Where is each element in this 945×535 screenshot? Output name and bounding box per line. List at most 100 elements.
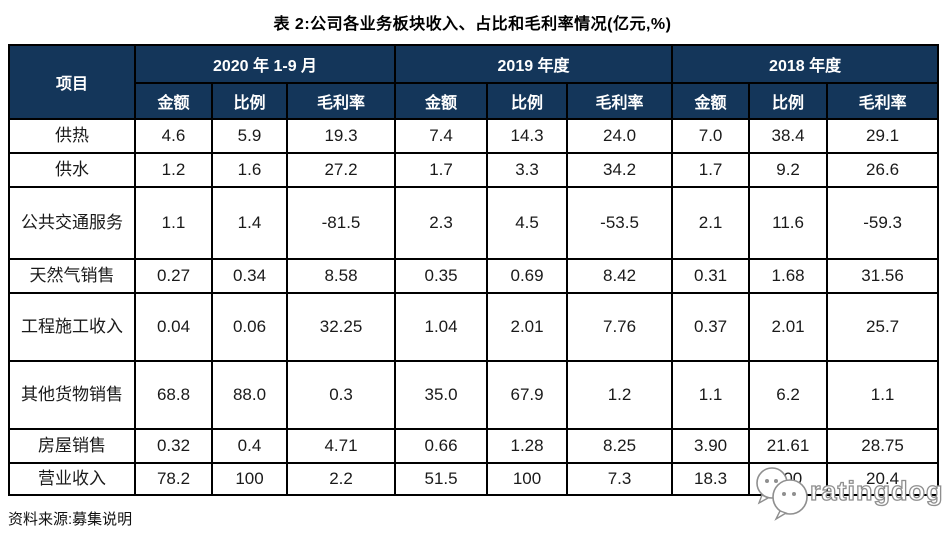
data-cell: 11.6 [748, 186, 829, 260]
data-cell: 8.42 [566, 258, 674, 294]
data-cell: 34.2 [566, 152, 674, 188]
subheader-share-2018: 比例 [748, 82, 829, 120]
data-cell: 0.04 [134, 292, 213, 362]
table-row-heating: 供热 4.6 5.9 19.3 7.4 14.3 24.0 7.0 38.4 2… [8, 118, 940, 154]
data-cell: 0.34 [211, 258, 288, 294]
data-cell: 24.0 [566, 118, 674, 154]
data-cell: 0.69 [486, 258, 569, 294]
data-cell: 2.2 [285, 461, 397, 497]
data-cell: 14.3 [486, 118, 569, 154]
table-title: 表 2:公司各业务板块收入、占比和毛利率情况(亿元,%) [273, 16, 672, 33]
data-cell: 0.27 [134, 258, 213, 294]
table-row-natural-gas: 天然气销售 0.27 0.34 8.58 0.35 0.69 8.42 0.31… [8, 258, 940, 294]
data-cell: 78.2 [134, 461, 213, 497]
data-cell: 1.7 [671, 152, 751, 188]
data-cell: 4.71 [285, 428, 397, 464]
row-item-label: 供热 [8, 118, 136, 154]
table-row-housing-sales: 房屋销售 0.32 0.4 4.71 0.66 1.28 8.25 3.90 2… [8, 428, 940, 464]
data-cell: 20.4 [826, 461, 940, 497]
data-cell: -53.5 [566, 186, 674, 260]
data-cell: 1.2 [566, 360, 674, 430]
row-item-label: 营业收入 [8, 461, 136, 497]
data-cell: 100 [748, 461, 829, 497]
data-cell: 26.6 [826, 152, 940, 188]
data-cell: 7.4 [394, 118, 489, 154]
data-cell: 1.1 [134, 186, 213, 260]
data-cell: 29.1 [826, 118, 940, 154]
data-cell: 31.56 [826, 258, 940, 294]
data-cell: -81.5 [285, 186, 397, 260]
data-cell: 2.01 [486, 292, 569, 362]
data-cell: 7.3 [566, 461, 674, 497]
header-group-2020: 2020 年 1-9 月 [133, 44, 397, 84]
subheader-amount-2020: 金额 [134, 82, 213, 120]
data-cell: 51.5 [394, 461, 489, 497]
data-cell: 68.8 [134, 360, 213, 430]
data-cell: 9.2 [748, 152, 829, 188]
data-cell: 3.3 [486, 152, 569, 188]
row-item-label: 供水 [8, 152, 136, 188]
data-cell: 32.25 [285, 292, 397, 362]
data-cell: 5.9 [211, 118, 288, 154]
data-cell: 88.0 [211, 360, 288, 430]
data-cell: 1.68 [748, 258, 829, 294]
subheader-margin-2019: 毛利率 [566, 82, 674, 120]
data-cell: 7.0 [671, 118, 751, 154]
subheader-margin-2018: 毛利率 [826, 82, 940, 120]
subheader-amount-2019: 金额 [394, 82, 489, 120]
data-cell: 35.0 [394, 360, 489, 430]
data-cell: 19.3 [285, 118, 397, 154]
row-item-label: 公共交通服务 [8, 186, 136, 260]
data-cell: 100 [211, 461, 288, 497]
data-cell: 1.28 [486, 428, 569, 464]
data-cell: -59.3 [826, 186, 940, 260]
data-cell: 1.4 [211, 186, 288, 260]
data-cell: 25.7 [826, 292, 940, 362]
data-cell: 21.61 [748, 428, 829, 464]
data-cell: 0.35 [394, 258, 489, 294]
data-cell: 7.76 [566, 292, 674, 362]
data-cell: 0.4 [211, 428, 288, 464]
row-item-label: 其他货物销售 [8, 360, 136, 430]
subheader-amount-2018: 金额 [671, 82, 751, 120]
table-row-construction: 工程施工收入 0.04 0.06 32.25 1.04 2.01 7.76 0.… [8, 292, 940, 362]
data-cell: 0.06 [211, 292, 288, 362]
data-cell: 1.1 [826, 360, 940, 430]
data-cell: 3.90 [671, 428, 751, 464]
data-cell: 0.3 [285, 360, 397, 430]
header-group-2019: 2019 年度 [394, 44, 674, 84]
data-cell: 67.9 [486, 360, 569, 430]
table-row-water: 供水 1.2 1.6 27.2 1.7 3.3 34.2 1.7 9.2 26.… [8, 152, 940, 188]
data-cell: 2.1 [671, 186, 751, 260]
data-cell: 2.3 [394, 186, 489, 260]
data-cell: 0.37 [671, 292, 751, 362]
data-cell: 1.6 [211, 152, 288, 188]
data-cell: 4.6 [134, 118, 213, 154]
row-item-label: 工程施工收入 [8, 292, 136, 362]
data-cell: 4.5 [486, 186, 569, 260]
data-cell: 8.25 [566, 428, 674, 464]
table-row-public-transport: 公共交通服务 1.1 1.4 -81.5 2.3 4.5 -53.5 2.1 1… [8, 186, 940, 260]
header-item-column: 项目 [8, 44, 136, 120]
data-cell: 0.66 [394, 428, 489, 464]
header-group-2018: 2018 年度 [671, 44, 940, 84]
data-cell: 0.31 [671, 258, 751, 294]
source-note: 资料来源:募集说明 [8, 511, 133, 529]
data-cell: 8.58 [285, 258, 397, 294]
data-cell: 1.04 [394, 292, 489, 362]
subheader-share-2019: 比例 [486, 82, 569, 120]
data-cell: 27.2 [285, 152, 397, 188]
data-cell: 0.32 [134, 428, 213, 464]
data-cell: 18.3 [671, 461, 751, 497]
subheader-margin-2020: 毛利率 [285, 82, 397, 120]
data-cell: 2.01 [748, 292, 829, 362]
data-cell: 100 [486, 461, 569, 497]
data-cell: 1.1 [671, 360, 751, 430]
table-row-other-goods: 其他货物销售 68.8 88.0 0.3 35.0 67.9 1.2 1.1 6… [8, 360, 940, 430]
row-item-label: 房屋销售 [8, 428, 136, 464]
subheader-share-2020: 比例 [211, 82, 288, 120]
data-cell: 6.2 [748, 360, 829, 430]
data-cell: 28.75 [826, 428, 940, 464]
table-row-operating-revenue: 营业收入 78.2 100 2.2 51.5 100 7.3 18.3 100 … [8, 461, 940, 497]
